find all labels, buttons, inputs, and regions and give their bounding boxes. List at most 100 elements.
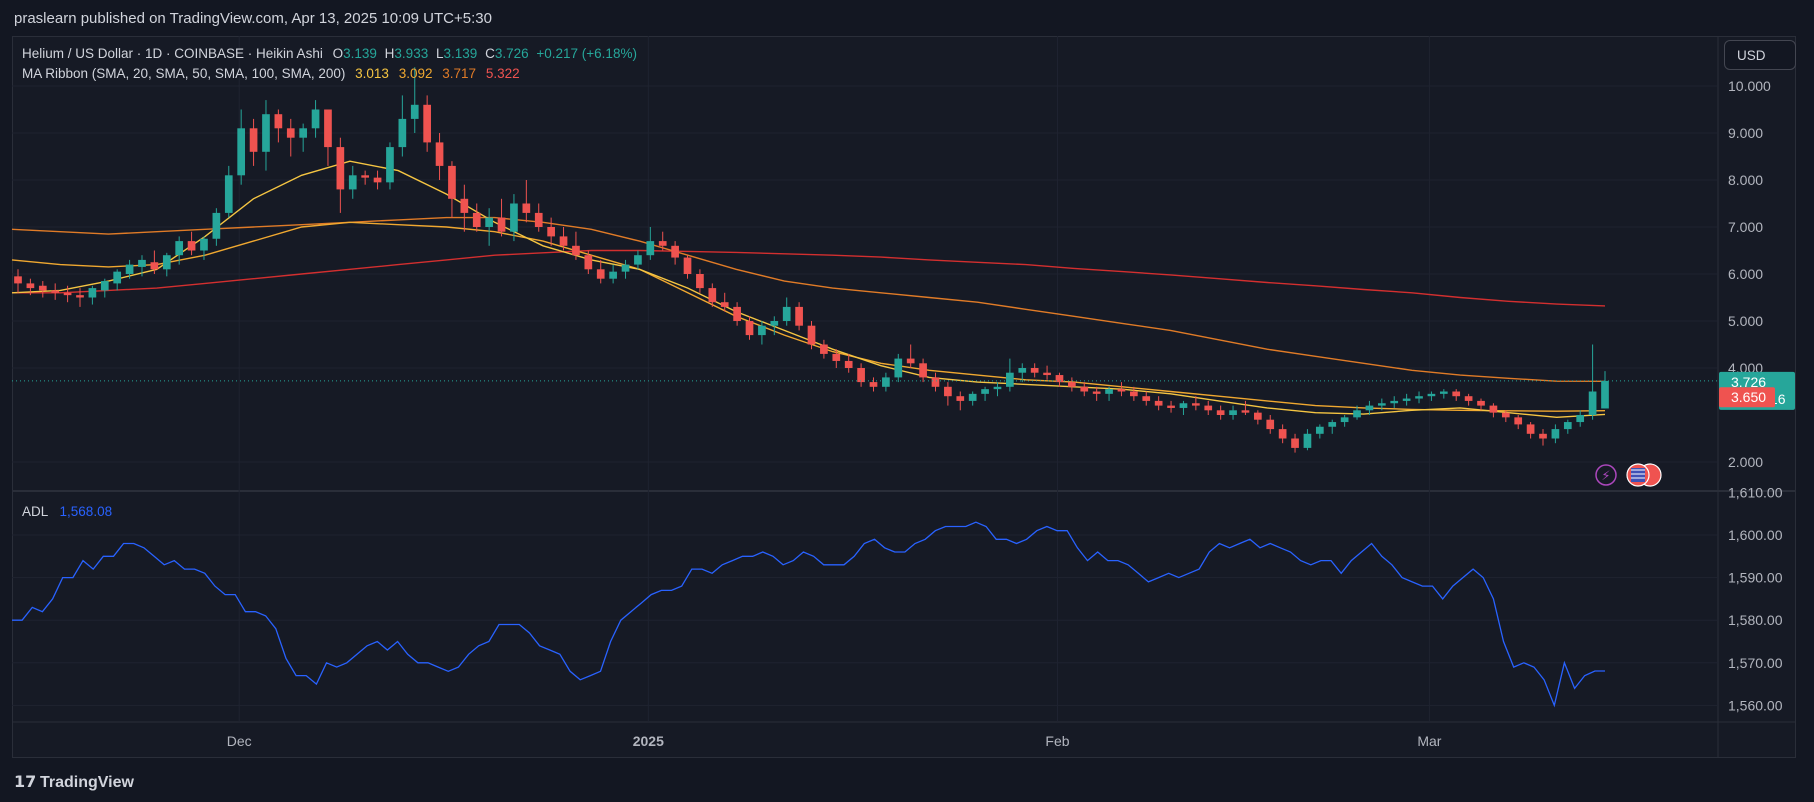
candle-body <box>584 255 593 270</box>
candle-body <box>1588 391 1597 415</box>
candle-body <box>26 283 35 289</box>
chart-container[interactable] <box>12 36 1796 758</box>
candle <box>348 165 357 199</box>
tradingview-logo[interactable]: 𝟭𝟳 TradingView <box>14 772 134 792</box>
candle-body <box>745 321 754 336</box>
candle-body <box>113 271 122 284</box>
close-label: C <box>485 46 495 61</box>
time-tick-label: Feb <box>1045 733 1069 749</box>
candle <box>1030 363 1039 378</box>
candle <box>894 353 903 383</box>
candle <box>1291 433 1299 453</box>
publish-header: praslearn published on TradingView.com, … <box>0 0 1814 36</box>
close-value: 3.726 <box>494 46 529 61</box>
candle-body <box>38 285 47 291</box>
candle-body <box>1204 405 1213 411</box>
candle <box>1551 424 1560 444</box>
candle-body <box>1328 422 1337 427</box>
candle-body <box>51 290 60 293</box>
candle <box>1452 389 1461 401</box>
candle <box>658 231 667 251</box>
publish-info: praslearn published on TradingView.com, … <box>14 10 492 27</box>
candle <box>274 109 283 143</box>
candle-body <box>14 276 22 284</box>
candle-body <box>968 393 977 401</box>
candle-body <box>758 325 766 336</box>
candle-body <box>1216 410 1225 415</box>
candle <box>324 109 332 166</box>
candle <box>1477 398 1485 411</box>
candle-body <box>547 227 555 237</box>
candle <box>1303 429 1312 451</box>
candle-body <box>348 175 357 190</box>
candle <box>906 344 915 368</box>
candle <box>386 142 394 190</box>
candle-body <box>324 109 332 148</box>
candle-body <box>782 306 791 321</box>
candle <box>311 100 320 138</box>
candle-body <box>1402 398 1411 401</box>
candle <box>224 165 233 218</box>
candle <box>448 161 456 218</box>
candle-body <box>100 281 109 291</box>
ma50-value: 3.092 <box>398 66 433 81</box>
candle-body <box>807 325 816 345</box>
tv-logo-icon: 𝟭𝟳 <box>14 774 37 791</box>
ma-ribbon-label: MA Ribbon (SMA, 20, SMA, 50, SMA, 100, S… <box>22 66 346 81</box>
candle-body <box>944 386 952 397</box>
candle-body <box>609 271 617 279</box>
currency-button[interactable]: USD <box>1724 40 1796 70</box>
candle <box>1377 398 1386 411</box>
candle <box>1402 393 1411 406</box>
candle <box>559 227 568 251</box>
candle-body <box>919 363 927 378</box>
candle-body <box>63 292 72 296</box>
candle-body <box>1551 429 1560 439</box>
candle-body <box>1055 375 1064 383</box>
candle-body <box>1291 438 1299 448</box>
price-tick-label: 9.000 <box>1728 125 1763 141</box>
candle-body <box>472 212 481 227</box>
candle <box>361 170 369 185</box>
candle <box>1588 344 1597 420</box>
ma-price-tag <box>1719 387 1775 408</box>
candle <box>485 208 493 246</box>
candle-body <box>646 241 655 256</box>
sma100-line <box>11 216 1606 382</box>
candle-body <box>76 295 84 298</box>
candle <box>857 363 865 387</box>
candle-body <box>361 175 369 178</box>
candle-body <box>448 165 456 199</box>
candle <box>733 302 741 326</box>
candle <box>956 391 965 411</box>
candle-body <box>1390 400 1399 404</box>
price-tick-label: 8.000 <box>1728 172 1763 188</box>
candle <box>807 321 816 350</box>
candle <box>832 349 841 368</box>
price-tick-label: 6.000 <box>1728 266 1763 282</box>
ma-ribbon-legend: MA Ribbon (SMA, 20, SMA, 50, SMA, 100, S… <box>22 66 520 81</box>
candle <box>795 302 803 331</box>
candle <box>38 281 47 298</box>
candle <box>683 255 692 279</box>
candle <box>869 377 878 392</box>
candle <box>1043 365 1051 380</box>
candle <box>88 285 97 305</box>
candle <box>1055 372 1064 387</box>
candle <box>1192 396 1200 411</box>
candle-body <box>510 203 518 232</box>
candle <box>720 292 729 312</box>
candle <box>113 269 122 291</box>
candle-body <box>894 358 903 378</box>
candle-body <box>138 259 146 267</box>
candle-body <box>1142 396 1151 401</box>
last-price-tag-label: 3.726 <box>1731 374 1766 390</box>
candle-body <box>733 306 741 321</box>
high-label: H <box>384 46 395 61</box>
candle-body <box>460 198 469 213</box>
candle-body <box>1179 403 1188 408</box>
candle <box>373 170 382 190</box>
candle <box>26 278 35 296</box>
candle <box>621 259 630 279</box>
